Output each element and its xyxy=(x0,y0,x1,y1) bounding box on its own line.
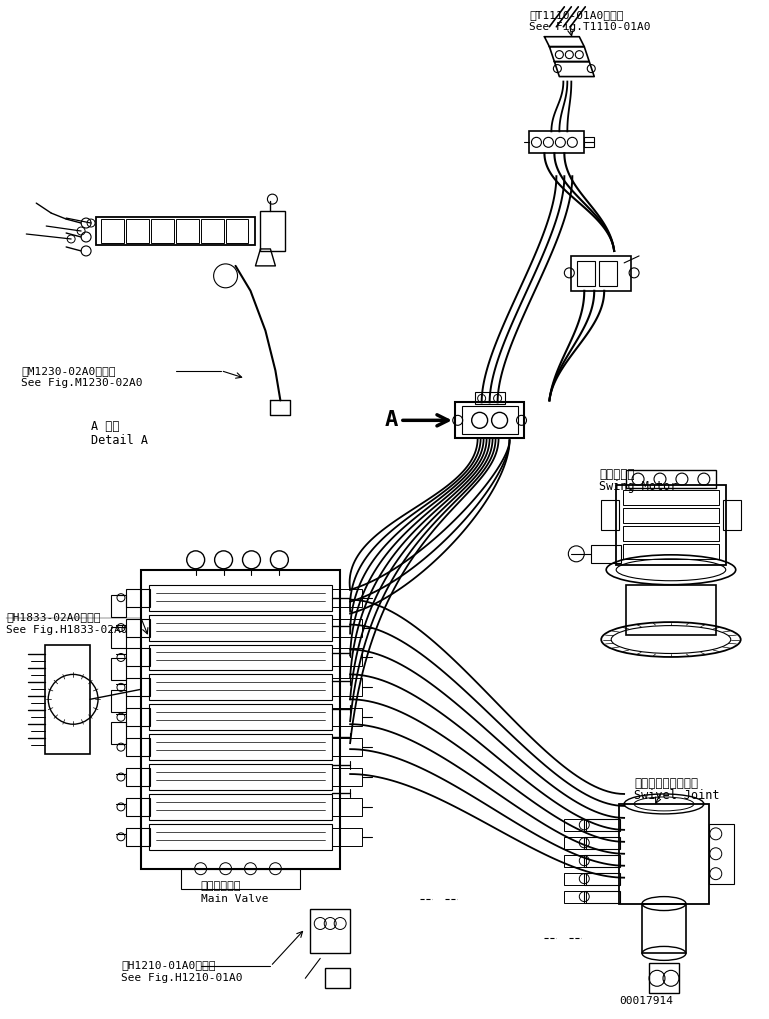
Bar xyxy=(101,219,124,243)
Bar xyxy=(584,819,620,830)
Bar xyxy=(126,827,150,846)
Bar xyxy=(723,500,741,530)
Bar xyxy=(461,407,518,434)
Bar xyxy=(578,261,595,285)
Bar xyxy=(332,738,362,756)
Bar xyxy=(151,219,174,243)
Text: 旋回モータ: 旋回モータ xyxy=(599,468,635,481)
Bar xyxy=(649,963,679,994)
Bar xyxy=(149,764,332,790)
Bar xyxy=(619,804,709,904)
Bar xyxy=(584,872,620,884)
Bar xyxy=(332,648,362,666)
Text: Main Valve: Main Valve xyxy=(201,894,268,904)
Bar xyxy=(176,219,198,243)
Text: Swing Motor: Swing Motor xyxy=(599,480,677,493)
Bar xyxy=(111,658,126,681)
Bar xyxy=(584,855,620,867)
Bar xyxy=(584,891,620,903)
Bar xyxy=(584,837,620,849)
Bar xyxy=(454,403,524,438)
Bar xyxy=(530,131,584,153)
Bar xyxy=(564,837,586,849)
Bar xyxy=(126,798,150,816)
Bar xyxy=(149,823,332,850)
Bar xyxy=(149,704,332,731)
Bar xyxy=(564,855,586,867)
Bar xyxy=(623,490,719,505)
Text: See Fig.M1230-02A0: See Fig.M1230-02A0 xyxy=(22,378,143,388)
Text: 00017914: 00017914 xyxy=(619,997,673,1006)
Text: 第H1210-01A0図参照: 第H1210-01A0図参照 xyxy=(121,960,215,970)
Text: Detail A: Detail A xyxy=(91,434,148,447)
Bar xyxy=(623,544,719,558)
Text: See Fig.H1833-02A0: See Fig.H1833-02A0 xyxy=(6,625,128,635)
Bar xyxy=(126,219,149,243)
Bar xyxy=(149,644,332,671)
Bar xyxy=(584,138,594,148)
Bar xyxy=(149,734,332,760)
Text: A 詳細: A 詳細 xyxy=(91,420,119,433)
Bar xyxy=(332,768,362,786)
Bar xyxy=(96,217,255,245)
Bar xyxy=(225,219,248,243)
Bar xyxy=(332,679,362,696)
Bar xyxy=(626,585,716,635)
Bar xyxy=(599,261,618,285)
Bar xyxy=(642,904,686,954)
Bar xyxy=(111,595,126,616)
Bar xyxy=(126,679,150,696)
Text: 第T1110-01A0図参照: 第T1110-01A0図参照 xyxy=(530,10,624,19)
Bar xyxy=(601,500,619,530)
Bar xyxy=(111,722,126,744)
Text: A: A xyxy=(385,411,398,430)
Bar xyxy=(564,872,586,884)
Bar xyxy=(571,256,631,290)
Bar xyxy=(325,968,350,988)
Bar xyxy=(626,470,716,488)
Bar xyxy=(126,768,150,786)
Bar xyxy=(141,570,340,869)
Bar xyxy=(623,508,719,523)
Text: メインバルブ: メインバルブ xyxy=(201,880,241,891)
Bar xyxy=(149,585,332,610)
Bar xyxy=(181,869,301,889)
Text: スイベルジョイント: スイベルジョイント xyxy=(634,777,698,790)
Bar xyxy=(332,708,362,727)
Bar xyxy=(564,819,586,830)
Bar xyxy=(126,648,150,666)
Bar xyxy=(332,827,362,846)
Bar xyxy=(201,219,224,243)
Bar xyxy=(332,798,362,816)
Bar xyxy=(623,526,719,541)
Text: 第M1230-02A0図参照: 第M1230-02A0図参照 xyxy=(22,366,116,376)
Bar xyxy=(45,644,90,754)
Text: Swivel Joint: Swivel Joint xyxy=(634,789,720,802)
Bar xyxy=(149,614,332,641)
Text: See Fig.H1210-01A0: See Fig.H1210-01A0 xyxy=(121,973,242,983)
Text: See Fig.T1110-01A0: See Fig.T1110-01A0 xyxy=(530,21,651,32)
Bar xyxy=(149,675,332,700)
Bar xyxy=(126,708,150,727)
Bar xyxy=(126,619,150,637)
Bar xyxy=(332,619,362,637)
Bar xyxy=(111,690,126,712)
Bar xyxy=(149,794,332,820)
Bar xyxy=(310,909,350,954)
Bar xyxy=(126,738,150,756)
Bar xyxy=(474,392,504,405)
Bar xyxy=(709,823,734,883)
Bar xyxy=(332,589,362,606)
Bar xyxy=(111,627,126,648)
Bar xyxy=(591,545,621,562)
Bar xyxy=(616,485,726,565)
Bar xyxy=(261,211,285,251)
Text: 第H1833-02A0図参照: 第H1833-02A0図参照 xyxy=(6,611,101,622)
Bar xyxy=(126,589,150,606)
Bar xyxy=(564,891,586,903)
